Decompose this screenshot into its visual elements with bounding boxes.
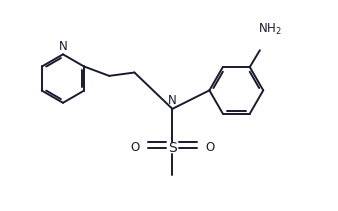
Text: S: S: [168, 141, 177, 155]
Text: N: N: [168, 94, 177, 107]
Text: O: O: [130, 141, 140, 154]
Text: N: N: [58, 40, 67, 53]
Text: O: O: [205, 141, 214, 154]
Text: NH$_2$: NH$_2$: [258, 22, 282, 37]
